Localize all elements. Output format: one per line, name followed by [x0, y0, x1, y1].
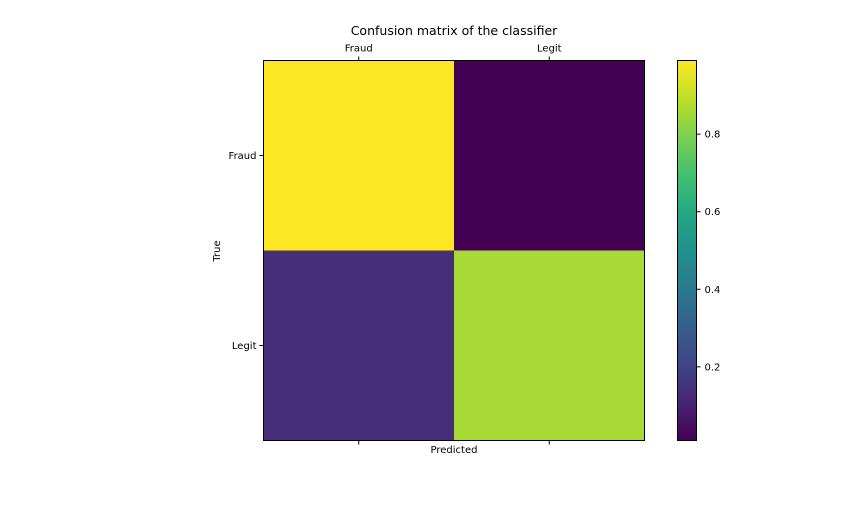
x-axis-label: Predicted	[431, 445, 478, 456]
colorbar-tick-label-2: 0.6	[705, 207, 721, 218]
chart-title: Confusion matrix of the classifier	[351, 23, 558, 38]
heatmap-cell-1-0	[263, 250, 454, 441]
colorbar-tick-label-0: 0.2	[705, 362, 721, 373]
colorbar	[677, 60, 697, 441]
y-tick-label-1: Legit	[232, 341, 257, 352]
colorbar-tick-label-3: 0.8	[705, 130, 721, 141]
y-tick-label-0: Fraud	[229, 151, 257, 162]
heatmap-cell-0-0	[263, 60, 454, 251]
x-axis-ticks: Fraud Legit	[345, 44, 562, 445]
heatmap-cells	[263, 60, 645, 441]
y-axis-ticks: Fraud Legit	[229, 151, 264, 352]
plot-frame	[263, 60, 645, 441]
y-axis-label: True	[212, 240, 223, 262]
heatmap-cell-0-1	[454, 60, 645, 251]
x-tick-label-0: Fraud	[345, 44, 373, 55]
colorbar-ticks: 0.2 0.4 0.6 0.8	[696, 130, 721, 373]
colorbar-tick-label-1: 0.4	[705, 285, 721, 296]
heatmap-cell-1-1	[454, 250, 645, 441]
x-tick-label-1: Legit	[537, 44, 562, 55]
